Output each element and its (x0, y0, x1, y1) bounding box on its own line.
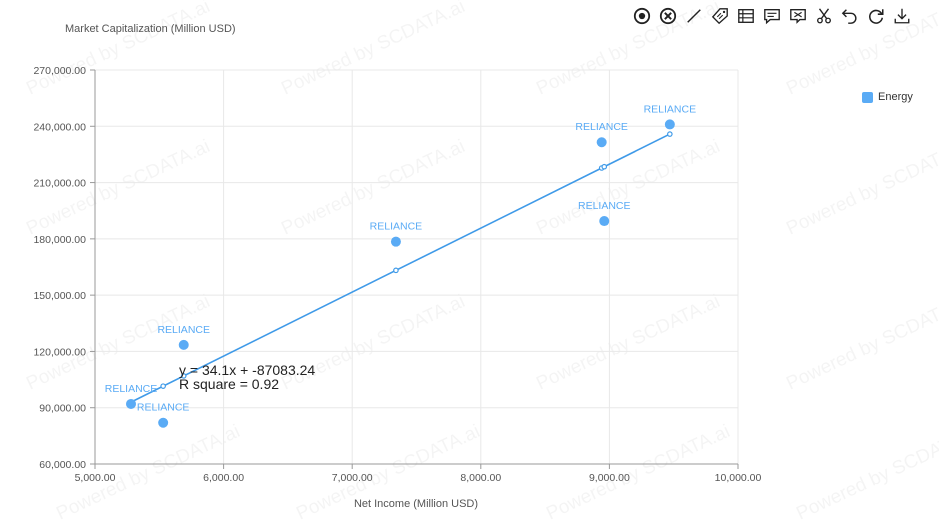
point-label: RELIANCE (578, 200, 631, 212)
point-labels: RELIANCE RELIANCE RELIANCE RELIANCE RELIANCE… (105, 103, 696, 413)
x-tick-label: 8,000.00 (460, 472, 501, 484)
line-icon (687, 9, 701, 23)
data-points (126, 119, 675, 428)
watermark-text: Powered by SCDATA.ai (793, 421, 939, 525)
trendline-button[interactable] (684, 6, 704, 26)
clear-button[interactable] (658, 6, 678, 26)
trendline-marker (393, 267, 399, 274)
point-label: RELIANCE (370, 221, 423, 233)
scatter-point (664, 119, 675, 130)
flag-comment-icon (790, 9, 806, 24)
comment-icon (764, 9, 780, 25)
table-icon (738, 9, 754, 23)
y-tick-label: 90,000.00 (39, 403, 86, 415)
refresh-icon (869, 9, 884, 24)
y-tick-label: 120,000.00 (33, 346, 86, 358)
y-tick-label: 270,000.00 (33, 65, 86, 77)
watermark-text: Powered by SCDATA.ai (783, 136, 939, 240)
annotation-button[interactable] (788, 6, 808, 26)
trendline-marker (601, 163, 608, 170)
point-label: RELIANCE (644, 103, 697, 115)
watermark-text: Powered by SCDATA.ai (23, 0, 213, 100)
watermark-text: Powered by SCDATA.ai (783, 291, 939, 395)
comment-button[interactable] (762, 6, 782, 26)
labels-button[interactable] (710, 6, 730, 26)
legend-swatch (862, 91, 873, 103)
scatter-point (596, 137, 607, 148)
undo-icon (841, 9, 857, 24)
focus-button[interactable] (632, 6, 652, 26)
x-tick-label: 9,000.00 (589, 472, 630, 484)
y-axis-title: Market Capitalization (Million USD) (65, 23, 236, 35)
scatter-point (599, 216, 610, 227)
data-view-button[interactable] (736, 6, 756, 26)
focus-icon (633, 7, 651, 25)
point-label: RELIANCE (137, 402, 190, 414)
y-tick-label: 180,000.00 (33, 234, 86, 246)
legend-item-energy[interactable]: Energy (862, 91, 913, 103)
r-squared-label: R square = 0.92 (179, 376, 279, 392)
trendline-marker (180, 373, 187, 379)
download-icon (894, 8, 910, 24)
y-tick-label: 150,000.00 (33, 290, 86, 302)
cut-button[interactable] (814, 6, 834, 26)
scatter-point (390, 236, 401, 247)
clear-icon (659, 7, 677, 25)
x-axis-title: Net Income (Million USD) (354, 498, 478, 510)
trendline-marker (160, 383, 166, 389)
point-label: RELIANCE (157, 324, 210, 336)
scissors-icon (817, 8, 831, 24)
trendline-marker (667, 131, 673, 137)
refresh-button[interactable] (866, 6, 886, 26)
scatter-point (126, 398, 137, 409)
grid-lines (94, 69, 739, 465)
tag-icon (711, 8, 728, 25)
scatter-point (178, 339, 189, 350)
trendline (130, 133, 671, 403)
x-tick-label: 5,000.00 (75, 472, 116, 484)
y-tick-label: 210,000.00 (33, 178, 86, 190)
trendline-layer (128, 131, 673, 405)
x-tick-label: 7,000.00 (332, 472, 373, 484)
scatter-point (158, 417, 169, 428)
chart-toolbar (632, 5, 912, 27)
watermark-text: Powered by SCDATA.ai (278, 0, 468, 100)
watermark-text: Powered by SCDATA.ai (543, 421, 733, 525)
point-label: RELIANCE (105, 383, 158, 395)
x-tick-label: 10,000.00 (715, 472, 762, 484)
download-button[interactable] (892, 6, 912, 26)
undo-button[interactable] (840, 6, 860, 26)
watermark-text: Powered by SCDATA.ai (278, 291, 468, 395)
axes: 5,000.00 6,000.00 7,000.00 8,000.00 9,000.00… (33, 65, 761, 484)
watermark-text: Powered by SCDATA.ai (533, 291, 723, 395)
x-tick-label: 6,000.00 (203, 472, 244, 484)
y-tick-label: 240,000.00 (33, 121, 86, 133)
trendline-equation: y = 34.1x + -87083.24 (179, 362, 315, 378)
point-label: RELIANCE (575, 121, 628, 133)
y-tick-label: 60,000.00 (39, 459, 86, 471)
legend-label: Energy (878, 91, 913, 103)
